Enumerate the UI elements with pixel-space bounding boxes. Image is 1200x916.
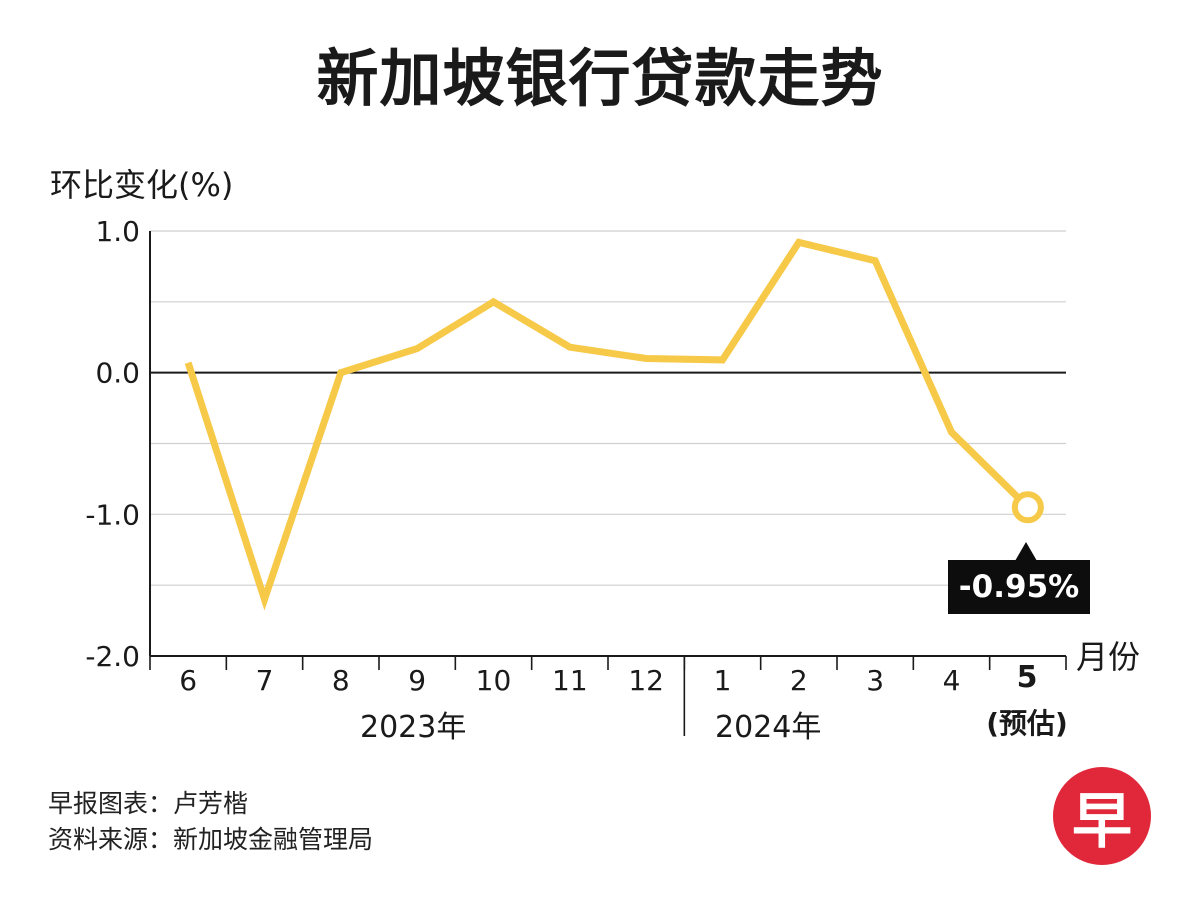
callout-pointer	[1015, 542, 1037, 561]
y-tick-label: -2.0	[85, 640, 140, 673]
year-label-2024: 2024年	[715, 710, 822, 745]
x-tick-label: 3	[866, 664, 884, 697]
x-tick-label-estimate: 5	[1016, 660, 1038, 695]
zaobao-logo: 早	[1052, 766, 1152, 866]
source-credit: 资料来源：新加坡金融管理局	[48, 825, 374, 854]
grid-layer	[150, 230, 1066, 657]
x-tick-label: 8	[332, 664, 350, 697]
x-axis-label: 月份	[1076, 638, 1141, 676]
y-tick-label: -1.0	[85, 498, 140, 531]
x-tick-label: 9	[408, 664, 426, 697]
x-tick-label: 7	[256, 664, 274, 697]
logo-circle	[1053, 767, 1151, 865]
value-callout: -0.95%	[948, 560, 1090, 614]
logo-badge-icon	[1053, 767, 1151, 865]
estimate-point-marker	[1011, 491, 1044, 524]
x-tick-label: 6	[179, 664, 197, 697]
chart-title: 新加坡银行贷款走势	[316, 42, 884, 115]
x-tick-label: 4	[943, 664, 961, 697]
series-line	[184, 238, 1031, 611]
graphic-credit: 早报图表：卢芳楷	[48, 789, 249, 818]
x-tick-label: 10	[476, 664, 512, 697]
x-tick-label: 12	[628, 664, 664, 697]
x-tick-label: 11	[552, 664, 588, 697]
year-label-2023: 2023年	[360, 710, 467, 745]
x-tick-label: 2	[790, 664, 808, 697]
estimate-note: (预估)	[986, 707, 1068, 740]
logo-text: 早	[1072, 786, 1132, 857]
axis-layer: 1.00.0-1.0-2.06 7 8 9 10 11 12 1 2 3 4	[85, 215, 1067, 736]
x-tick-label: 1	[714, 664, 732, 697]
series-layer	[184, 238, 1044, 611]
y-axis-label: 环比变化(%)	[50, 166, 234, 204]
y-tick-label: 1.0	[95, 215, 140, 248]
y-tick-label: 0.0	[95, 357, 140, 390]
